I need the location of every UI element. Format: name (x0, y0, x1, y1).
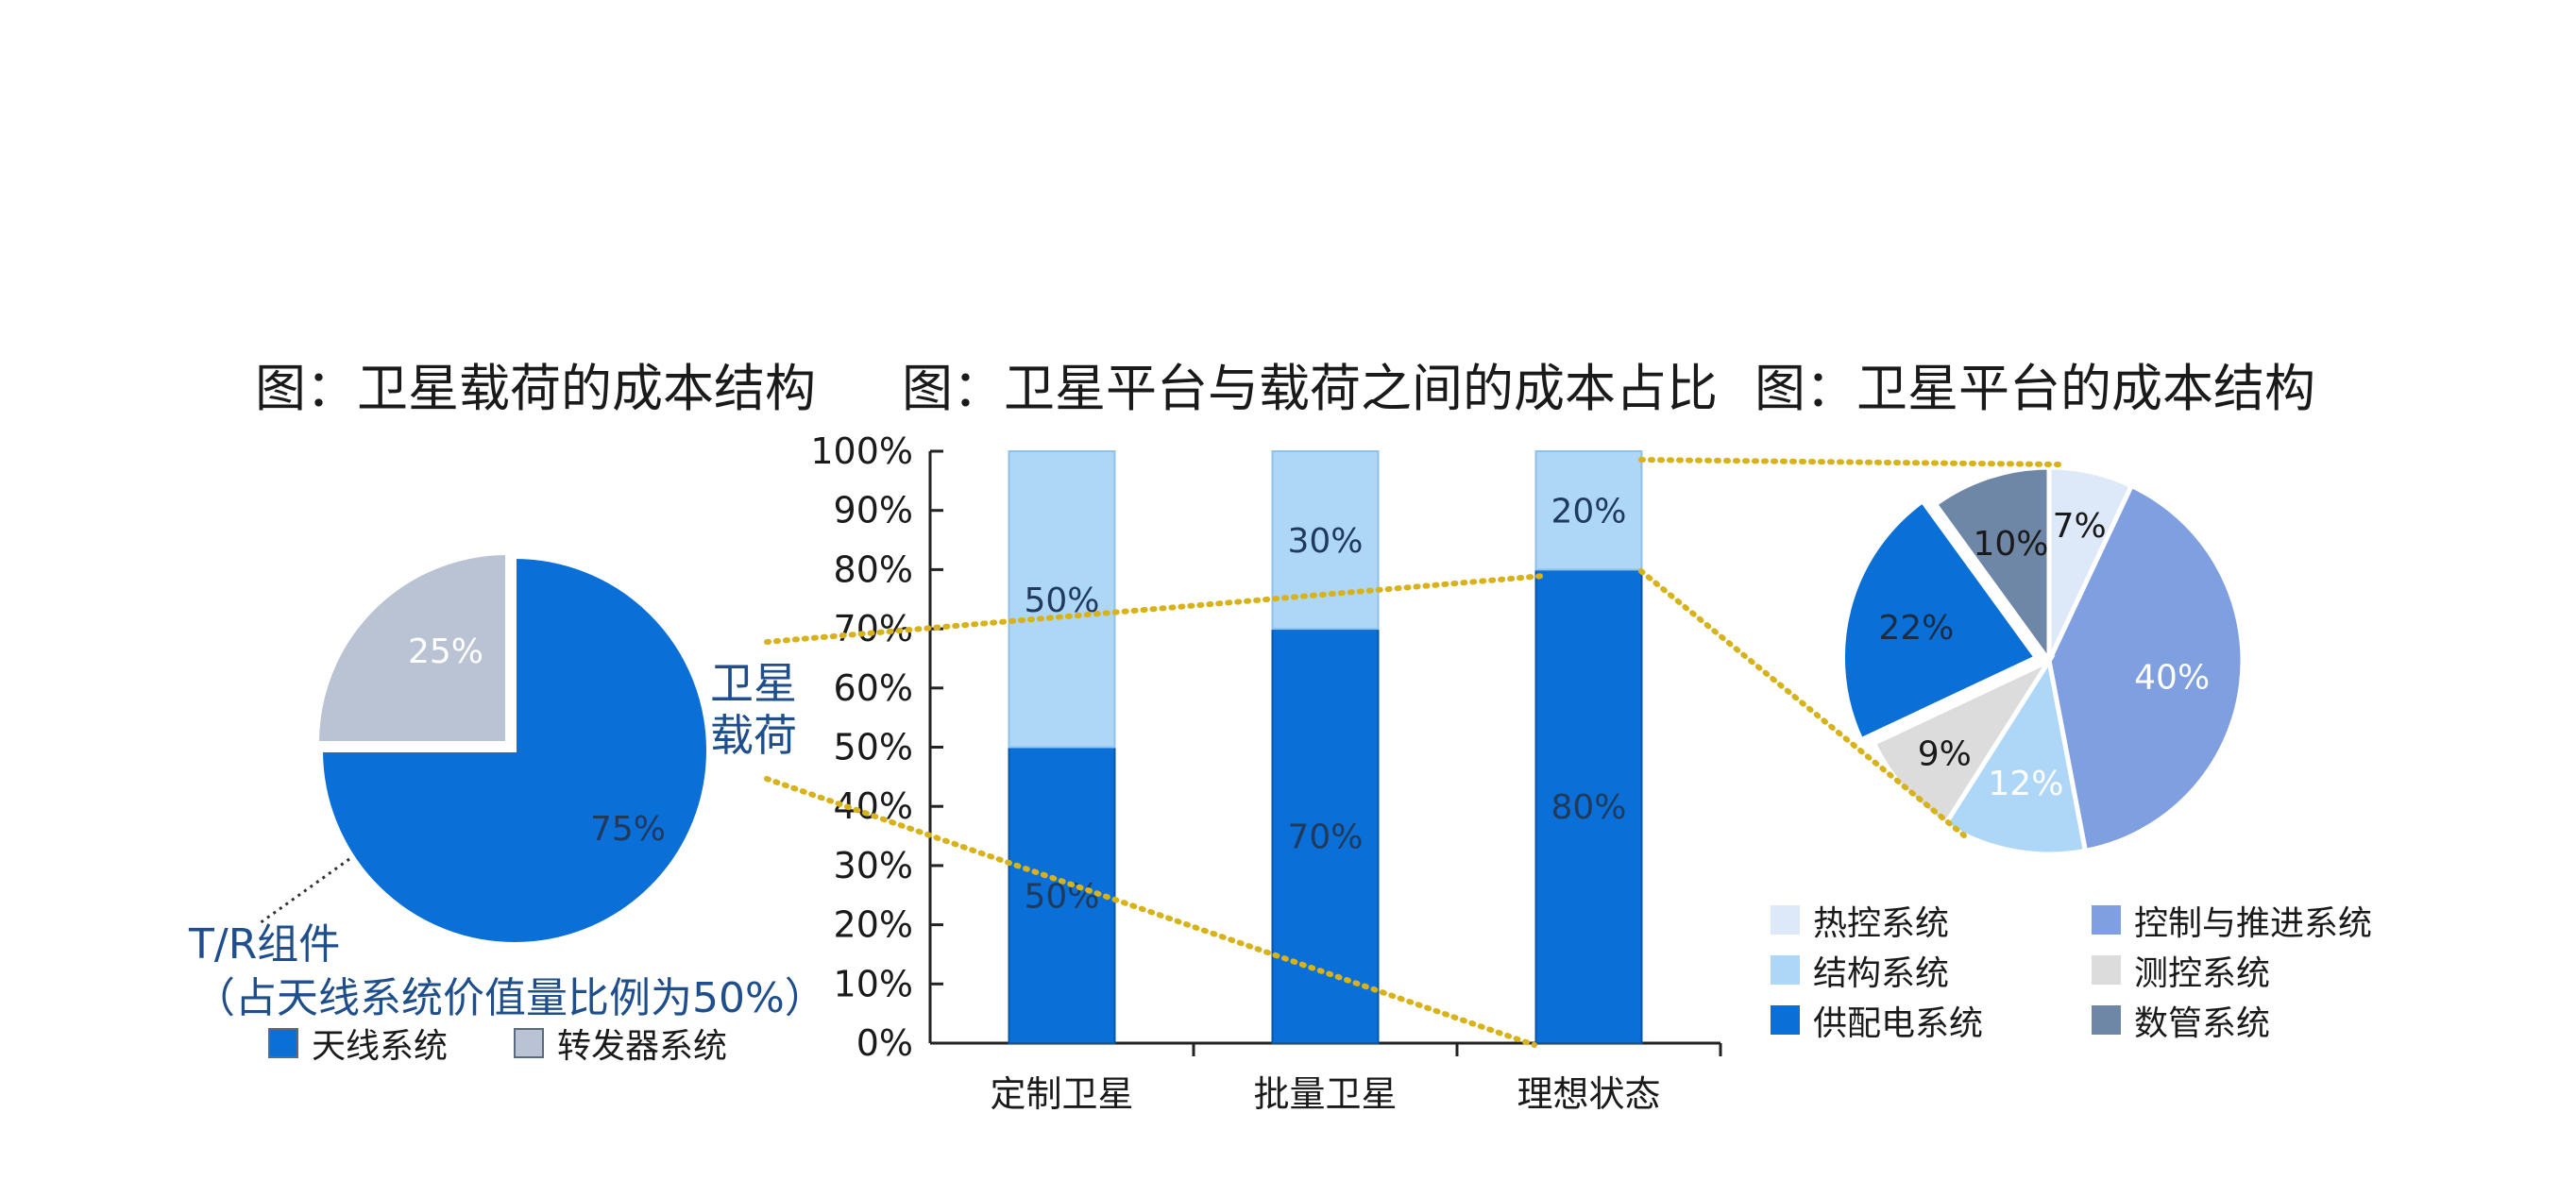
legend-label: 天线系统 (312, 1027, 448, 1066)
payload-cost-pie: 75% 25% 天线系统 转发器系统 (259, 550, 727, 1066)
dotted-connectors (764, 457, 2061, 1048)
legend-swatch (1771, 1005, 1800, 1035)
pie-slice (2046, 482, 2246, 854)
y-tick-label: 50% (834, 727, 913, 768)
legend-swatch (2092, 955, 2121, 985)
legend-swatch (2092, 1005, 2121, 1035)
legend-swatch (1771, 905, 1800, 935)
bar-segment (1008, 450, 1116, 749)
pie-slice-label: 12% (1988, 765, 2063, 803)
bar-value-label: 80% (1551, 788, 1626, 827)
middle-chart-title: 图：卫星平台与载荷之间的成本占比 (902, 359, 1718, 418)
tr-annotation-line1: T/R组件 (188, 920, 340, 969)
legend-label: 转发器系统 (557, 1027, 727, 1066)
tr-leader-line (259, 857, 350, 925)
pie-slice-label: 25% (408, 632, 483, 671)
x-category-label: 理想状态 (1517, 1073, 1660, 1115)
pie-slice-label: 9% (1918, 735, 1972, 774)
connector-payload-top (764, 573, 1547, 645)
pie-slice-label: 7% (2053, 507, 2107, 546)
pie-slice-label: 40% (2134, 658, 2210, 697)
bar-value-label: 30% (1287, 522, 1363, 561)
legend-label: 数管系统 (2134, 1004, 2270, 1043)
y-tick-label: 90% (834, 490, 913, 531)
bar-segment (1534, 568, 1643, 1045)
legend-label: 控制与推进系统 (2134, 904, 2372, 943)
legend-label: 结构系统 (1813, 954, 1949, 993)
y-tick-label: 80% (834, 548, 913, 590)
right-chart-title: 图：卫星平台的成本结构 (1754, 359, 2315, 418)
legend-label: 测控系统 (2134, 954, 2270, 993)
x-category-label: 定制卫星 (990, 1073, 1133, 1115)
y-tick-label: 100% (810, 430, 913, 472)
legend-swatch (268, 1028, 298, 1058)
pie-slice-label: 75% (590, 810, 666, 849)
connector-platform-bottom (1638, 568, 1967, 838)
x-category-label: 批量卫星 (1253, 1073, 1397, 1115)
legend-label: 热控系统 (1813, 904, 1949, 943)
payload-annotation-line2: 载荷 (710, 710, 797, 761)
legend-swatch (514, 1028, 544, 1058)
pie-slice (1839, 497, 2041, 744)
y-tick-label: 10% (834, 963, 913, 1004)
y-tick-label: 0% (856, 1022, 913, 1064)
bar-segment (1271, 450, 1380, 631)
pie-slice-transponder (314, 550, 509, 745)
legend-swatch (1771, 955, 1800, 985)
left-chart-title: 图：卫星载荷的成本结构 (255, 359, 816, 418)
legend-label: 供配电系统 (1813, 1004, 1983, 1043)
pie-slice-label: 10% (1973, 525, 2048, 564)
bar-value-label: 20% (1551, 493, 1626, 531)
pie-slice (1932, 464, 2052, 668)
tr-annotation-line2: （占天线系统价值量比例为50%） (194, 974, 826, 1022)
y-tick-label: 60% (834, 667, 913, 709)
legend-swatch (2092, 905, 2121, 935)
pie-slice-antenna (318, 554, 710, 946)
bar-segment (1271, 628, 1380, 1044)
payload-annotation-line1: 卫星 (710, 658, 797, 709)
connector-platform-top (1638, 457, 2061, 467)
bar-value-label: 70% (1287, 818, 1363, 857)
bar-segment (1534, 450, 1643, 571)
cost-share-stacked-bar: 0%10%20%30%40%50%60%70%80%90%100%50%50%定… (810, 430, 1722, 1115)
y-tick-label: 20% (834, 904, 913, 946)
y-tick-label: 30% (834, 845, 913, 886)
pie-slice-label: 22% (1878, 609, 1954, 648)
connector-payload-bottom (764, 776, 1537, 1048)
